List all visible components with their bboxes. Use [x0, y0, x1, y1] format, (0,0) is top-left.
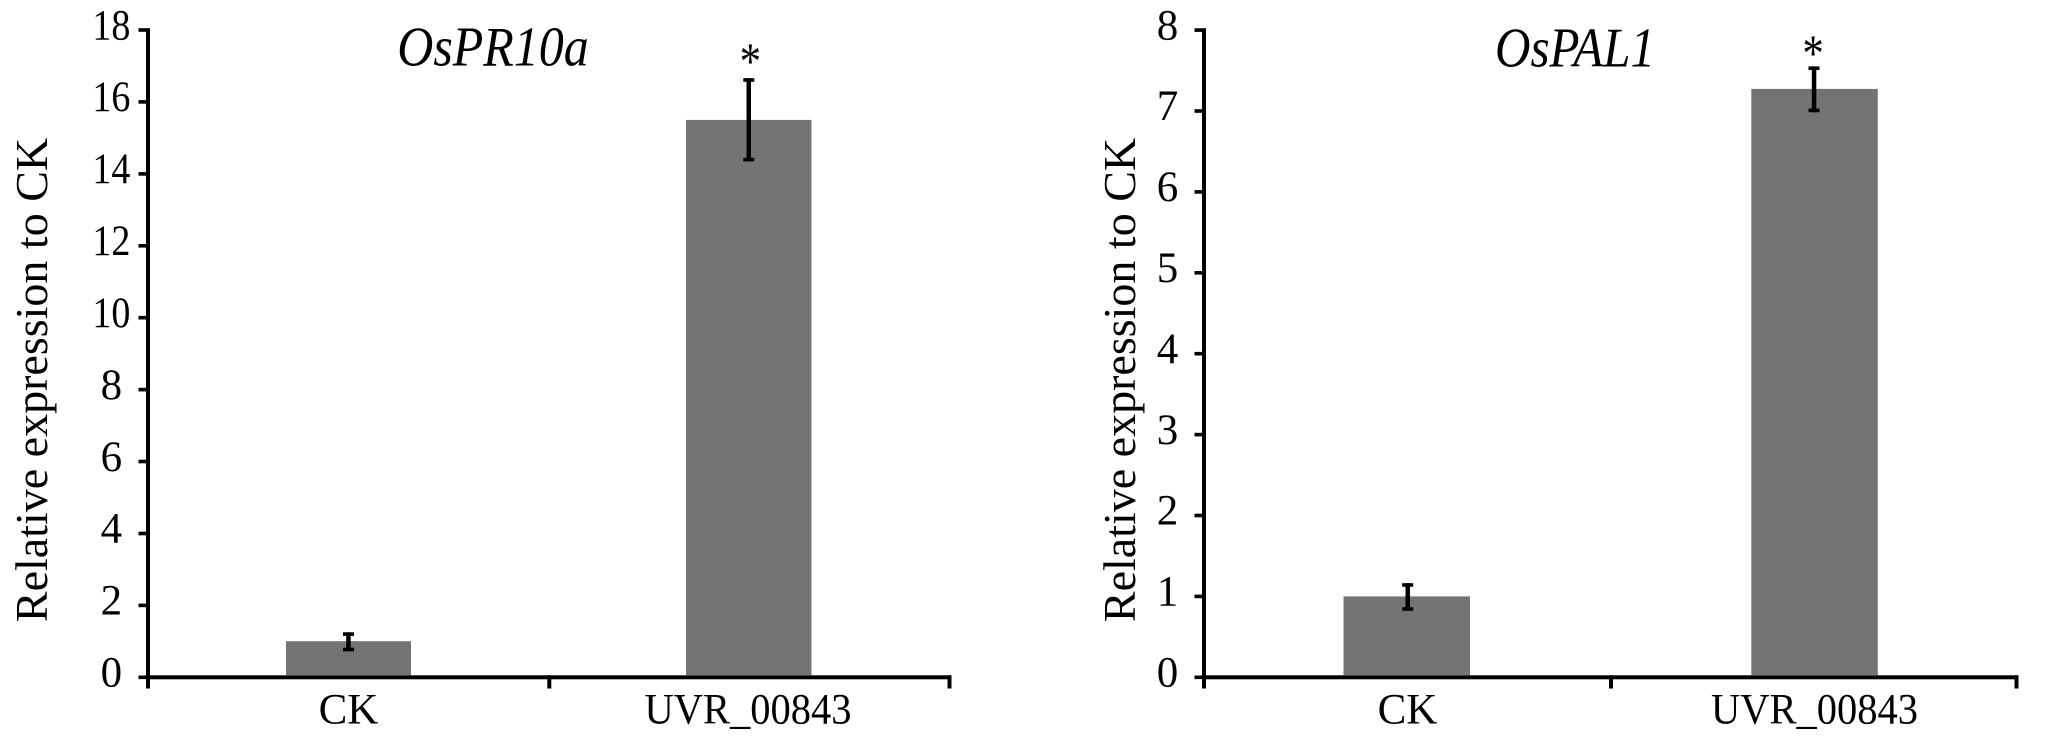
svg-text:OsPR10a: OsPR10a [397, 17, 589, 79]
svg-text:0: 0 [101, 650, 123, 697]
svg-text:Relative expression to CK: Relative expression to CK [6, 138, 57, 622]
svg-text:8: 8 [1157, 2, 1179, 49]
svg-text:7: 7 [1157, 83, 1179, 130]
svg-text:14: 14 [92, 146, 130, 193]
svg-text:OsPAL1: OsPAL1 [1495, 17, 1655, 79]
svg-text:1: 1 [1157, 569, 1179, 616]
svg-text:0: 0 [1157, 650, 1179, 697]
svg-text:4: 4 [1157, 326, 1179, 373]
svg-text:6: 6 [1157, 164, 1179, 211]
svg-text:3: 3 [1157, 407, 1179, 454]
svg-text:6: 6 [101, 434, 123, 481]
svg-text:UVR_00843: UVR_00843 [1711, 687, 1918, 734]
svg-text:4: 4 [101, 506, 123, 553]
svg-text:18: 18 [92, 2, 130, 49]
svg-text:10: 10 [92, 290, 130, 337]
svg-text:CK: CK [319, 687, 379, 734]
svg-text:2: 2 [1157, 488, 1179, 535]
svg-text:Relative expression to CK: Relative expression to CK [1094, 138, 1145, 622]
svg-text:8: 8 [101, 362, 123, 409]
svg-text:UVR_00843: UVR_00843 [645, 687, 852, 734]
svg-text:12: 12 [92, 218, 130, 265]
svg-text:*: * [740, 34, 761, 91]
svg-text:*: * [1802, 26, 1823, 83]
svg-text:CK: CK [1378, 687, 1438, 734]
svg-text:5: 5 [1157, 245, 1179, 292]
svg-text:16: 16 [92, 74, 130, 121]
svg-text:2: 2 [101, 578, 123, 625]
